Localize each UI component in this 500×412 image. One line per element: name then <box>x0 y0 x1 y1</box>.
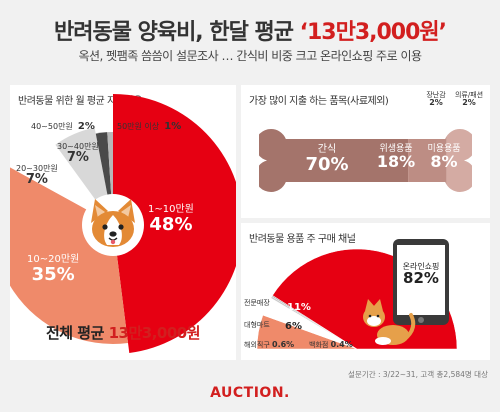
purchase-channel-title: 반려동물 용품 주 구매 채널 <box>249 234 356 245</box>
page-subtitle: 옥션, 펫팸족 씀씀이 설문조사 … 간식비 비중 크고 온라인쇼핑 주로 이용 <box>78 49 422 63</box>
monthly-spending-card: 반려동물 위한 월 평균 지출비용 1~10만원 48% 10~20만원 35%… <box>10 85 236 360</box>
page-title: 반려동물 양육비, 한달 평균 ‘13만3,000원’ <box>0 14 500 46</box>
channel-label-overseas: 해외직구 0.6% <box>244 340 295 349</box>
item-value-hygiene: 18% <box>376 152 416 172</box>
item-value-snack: 70% <box>305 153 349 175</box>
auction-logo: AUCTION. <box>210 385 290 401</box>
pie-slice-2 <box>18 136 113 224</box>
top-items-title: 가장 많이 지출 하는 품목(사료제외) <box>249 96 389 107</box>
item-label-hygiene: 위생용품 18% <box>371 144 421 172</box>
item-label-fashion: 의류/패션 2% <box>451 91 487 108</box>
channel-value-mart: 6% <box>285 321 302 332</box>
pie-slice-1 <box>10 167 129 344</box>
item-label-snack: 간식 70% <box>287 144 367 175</box>
channel-value-specialty: 11% <box>287 302 311 313</box>
slice-value-50-plus: 1% <box>164 121 182 132</box>
item-value-beauty: 8% <box>430 152 458 172</box>
slice-range-20-30: 20~30만원 <box>16 164 58 173</box>
bone-segment-0 <box>259 129 409 192</box>
item-name-beauty: 미용용품 <box>427 144 461 154</box>
item-value-fashion: 2% <box>462 98 476 108</box>
dog-icon <box>82 194 144 256</box>
slice-range-1-10: 1~10만원 <box>148 204 194 215</box>
item-label-toy: 장난감 2% <box>421 91 451 108</box>
channel-value-online: 82% <box>403 269 439 288</box>
cat-icon <box>363 299 416 345</box>
bone-bar-chart <box>259 129 472 192</box>
average-prefix: 전체 평균 <box>45 324 109 342</box>
item-name-fashion: 의류/패션 <box>454 91 484 99</box>
channel-value-overseas: 0.6% <box>272 340 295 349</box>
channel-label-department: 백화점 0.4% <box>309 340 353 349</box>
tablet-icon <box>393 239 449 325</box>
item-value-toy: 2% <box>429 98 443 108</box>
survey-note: 설문기간 : 3/22~31, 고객 총2,584명 대상 <box>348 370 488 379</box>
slice-label-30-40: 30~40만원 7% <box>57 142 99 166</box>
purchase-channel-card: 반려동물 용품 주 구매 채널 온라인쇼핑 82% 11% 전문매장 6% 대형… <box>241 223 490 360</box>
slice-label-20-30: 20~30만원 7% <box>16 164 58 188</box>
slice-range-10-20: 10~20만원 <box>27 254 80 265</box>
title-highlight: ‘13만3,000원’ <box>299 20 447 45</box>
slice-label-50-plus: 50만원 이상 1% <box>117 116 181 133</box>
slice-value-30-40: 7% <box>66 150 89 166</box>
slice-range-50-plus: 50만원 이상 <box>117 122 160 131</box>
bone-segment-1 <box>408 129 447 192</box>
slice-range-30-40: 30~40만원 <box>57 142 99 151</box>
slice-value-10-20: 35% <box>31 263 75 285</box>
item-name-hygiene: 위생용품 <box>379 144 413 154</box>
channel-name-department: 백화점 <box>309 341 329 349</box>
average-spending-summary: 전체 평균 13만3,000원 <box>10 324 236 342</box>
slice-value-40-50: 2% <box>77 121 95 132</box>
channel-name-mart: 대형마트 <box>244 321 270 329</box>
channel-name-specialty: 전문매장 <box>244 299 270 307</box>
item-label-beauty: 미용용품 8% <box>422 144 466 172</box>
pie-slice-0 <box>113 94 236 353</box>
slice-range-40-50: 40~50만원 <box>31 122 73 131</box>
slice-label-40-50: 40~50만원 2% <box>31 116 95 133</box>
channel-label-online: 온라인쇼핑 82% <box>393 262 449 288</box>
slice-value-1-10: 48% <box>149 213 193 235</box>
slice-label-10-20: 10~20만원 35% <box>27 254 80 285</box>
monthly-spending-title: 반려동물 위한 월 평균 지출비용 <box>18 96 142 107</box>
item-name-toy: 장난감 <box>426 91 446 99</box>
channel-name-online: 온라인쇼핑 <box>402 262 440 271</box>
item-name-snack: 간식 <box>317 144 337 155</box>
top-items-card: 가장 많이 지출 하는 품목(사료제외) 간식 70% 위생용품 18% 미용용… <box>241 85 490 218</box>
average-value: 13만3,000원 <box>108 324 201 342</box>
slice-value-20-30: 7% <box>25 172 48 188</box>
slice-label-1-10: 1~10만원 48% <box>148 204 194 235</box>
channel-value-department: 0.4% <box>330 340 353 349</box>
channel-name-overseas: 해외직구 <box>244 341 270 349</box>
title-prefix: 반려동물 양육비, 한달 평균 <box>53 20 300 45</box>
